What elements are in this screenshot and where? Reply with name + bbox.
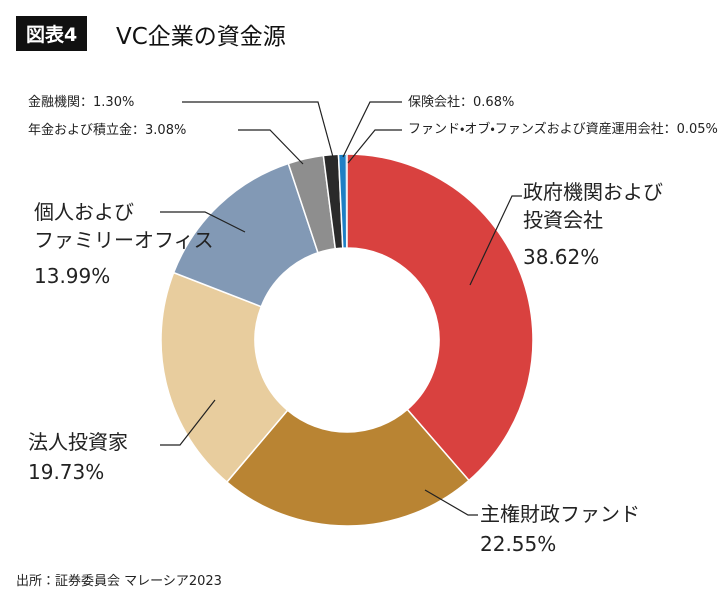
slice-label: 保険会社 [408, 95, 461, 110]
slice [225, 408, 471, 527]
slice-label: 主権財政ファンド [480, 502, 640, 526]
source: 出所：証券委員会 マレーシア2023 [16, 574, 222, 589]
slice [346, 153, 348, 249]
value-label: ：0.05% [663, 122, 718, 137]
slice-label: 法人投資家 [28, 430, 128, 454]
value-label: ：1.30% [80, 95, 135, 110]
chart-title: VC企業の資金源 [116, 24, 286, 50]
value-label: 22.55% [480, 532, 557, 556]
slice-label: 年金および積立金 [28, 123, 133, 138]
value-label: 13.99% [34, 264, 111, 288]
value-label: ：3.08% [132, 123, 187, 138]
leader-lines [160, 101, 522, 516]
slices [160, 153, 534, 527]
slice-label: 個人および ファミリーオフィス [34, 200, 214, 252]
slice [346, 153, 534, 482]
value-label: 19.73% [28, 460, 105, 484]
badge: 図表4 [16, 16, 88, 51]
slice-label: ファンド・オブ・ファンズおよび資産運用会社 [408, 122, 664, 137]
value-label: 38.62% [523, 245, 600, 269]
slice-label: 金融機関 [28, 95, 81, 110]
value-label: ：0.68% [460, 95, 515, 110]
slice-label: 政府機関および 投資会社 [523, 180, 663, 232]
